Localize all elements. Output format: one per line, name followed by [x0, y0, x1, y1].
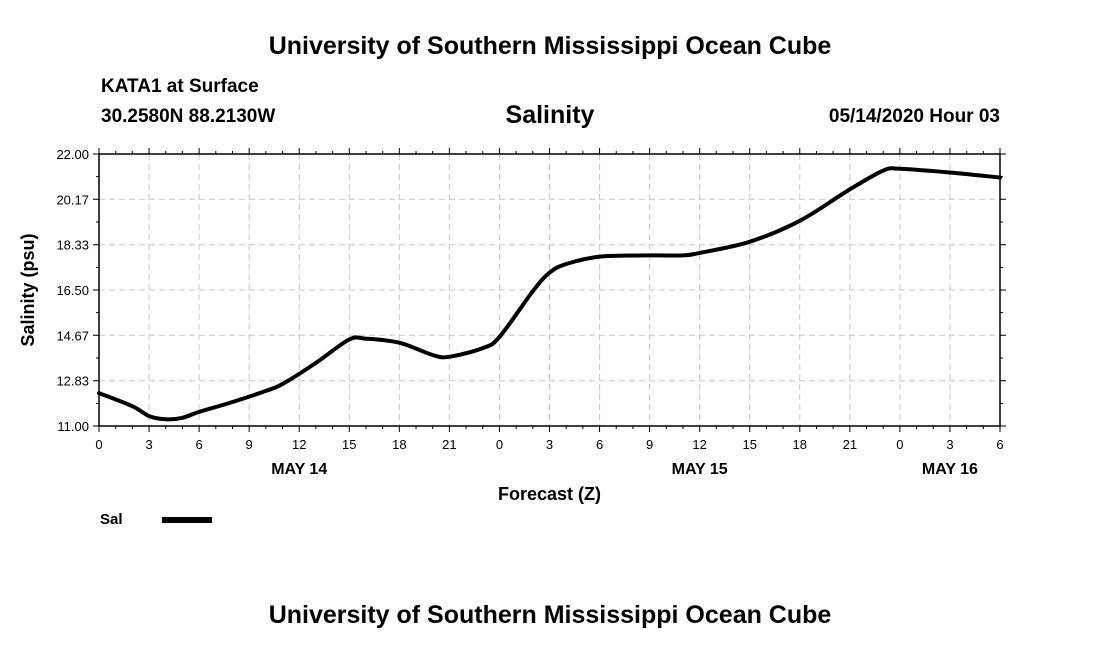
legend-label: Sal — [100, 511, 123, 528]
x-tick-label: 21 — [843, 437, 857, 452]
x-tick-label: 12 — [292, 437, 306, 452]
x-tick-label: 0 — [95, 437, 102, 452]
variable-title: Salinity — [505, 101, 595, 129]
x-tick-label: 21 — [442, 437, 456, 452]
x-tick-label: 6 — [596, 437, 603, 452]
x-tick-label: 3 — [546, 437, 553, 452]
y-tick-label: 12.83 — [56, 374, 89, 389]
y-axis-title: Salinity (psu) — [18, 233, 38, 346]
y-tick-label: 20.17 — [56, 192, 89, 207]
x-tick-label: 18 — [392, 437, 406, 452]
grid-layer — [99, 154, 1000, 426]
x-tick-label: 0 — [496, 437, 503, 452]
x-tick-label: 9 — [246, 437, 253, 452]
series-layer — [97, 166, 1002, 422]
y-tick-label: 18.33 — [56, 238, 89, 253]
y-tick-label: 16.50 — [56, 283, 89, 298]
forecast-datetime: 05/14/2020 Hour 03 — [828, 106, 1000, 127]
x-tick-label: 6 — [996, 437, 1003, 452]
x-tick-label: 15 — [342, 437, 356, 452]
y-tick-label: 14.67 — [56, 328, 89, 343]
x-tick-label: 18 — [793, 437, 807, 452]
legend-swatch — [162, 517, 212, 523]
chart-title-bottom: University of Southern Mississippi Ocean… — [268, 601, 832, 629]
day-label: MAY 16 — [922, 461, 978, 478]
series-line-sal — [97, 166, 1002, 422]
day-label: MAY 15 — [672, 461, 728, 478]
x-tick-label: 3 — [145, 437, 152, 452]
x-tick-label: 15 — [742, 437, 756, 452]
x-tick-label: 0 — [896, 437, 903, 452]
x-tick-label: 6 — [195, 437, 202, 452]
x-tick-label: 3 — [946, 437, 953, 452]
plot-frame — [98, 153, 1001, 427]
station-name: KATA1 at Surface — [101, 76, 259, 97]
chart-title-top: University of Southern Mississippi Ocean… — [268, 32, 832, 60]
day-label: MAY 14 — [271, 461, 327, 478]
x-tick-label: 9 — [646, 437, 653, 452]
y-tick-label: 11.00 — [57, 419, 89, 434]
station-coordinates: 30.2580N 88.2130W — [101, 106, 276, 127]
label-layer: 11.00 12.83 14.67 16.50 18.33 20.17 22.00 0 3 6 9 1… — [18, 147, 1004, 504]
x-axis-title: Forecast (Z) — [498, 484, 601, 504]
x-tick-label: 12 — [692, 437, 706, 452]
y-tick-label: 22.00 — [56, 147, 89, 162]
